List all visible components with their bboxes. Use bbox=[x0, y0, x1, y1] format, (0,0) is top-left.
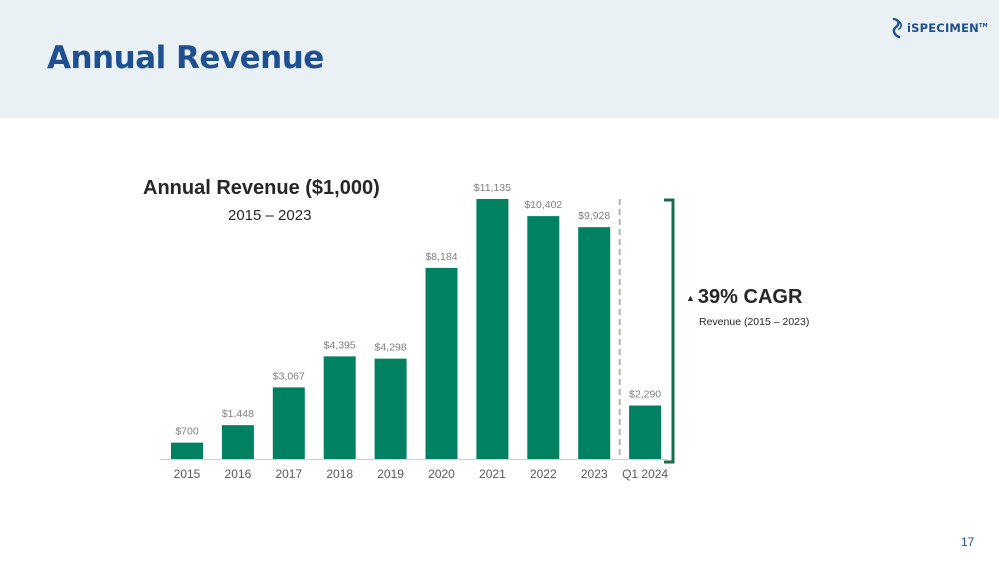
bar bbox=[171, 442, 203, 459]
data-label: $700 bbox=[175, 426, 199, 438]
bar bbox=[272, 387, 305, 459]
x-tick-label: 2022 bbox=[530, 467, 557, 481]
bar bbox=[221, 425, 254, 459]
chart-subtitle: 2015 – 2023 bbox=[228, 207, 312, 224]
x-tick-label: 2021 bbox=[479, 467, 506, 481]
data-label: $4,395 bbox=[324, 339, 356, 351]
x-tick-label: 2018 bbox=[326, 467, 353, 481]
x-tick-label: 2017 bbox=[275, 467, 302, 481]
data-label: $2,290 bbox=[629, 389, 661, 401]
x-tick-label: 2023 bbox=[581, 467, 608, 481]
data-label: $9,928 bbox=[578, 210, 610, 222]
x-tick-label: 2019 bbox=[377, 467, 404, 481]
x-tick-label: 2016 bbox=[225, 467, 252, 481]
triangle-up-icon: ▲ bbox=[686, 292, 695, 303]
cagr-callout: ▲ 39% CAGR bbox=[686, 286, 802, 309]
bar bbox=[374, 358, 407, 459]
bar bbox=[323, 356, 356, 459]
logo-text: iSPECIMENTM bbox=[907, 21, 988, 35]
x-tick-label: 2020 bbox=[428, 467, 455, 481]
data-label: $1,448 bbox=[222, 408, 254, 420]
data-label: $10,402 bbox=[524, 199, 562, 211]
bar bbox=[629, 405, 662, 459]
logo-wordmark: iSPECIMEN bbox=[907, 21, 979, 35]
bar bbox=[527, 216, 560, 459]
cagr-note: Revenue (2015 – 2023) bbox=[699, 316, 810, 328]
cagr-bracket bbox=[664, 198, 675, 464]
bar bbox=[476, 199, 509, 459]
header-band bbox=[0, 0, 999, 118]
page-title: Annual Revenue bbox=[47, 40, 324, 76]
chart-title: Annual Revenue ($1,000) bbox=[143, 177, 380, 199]
page-number: 17 bbox=[961, 535, 975, 549]
logo-trademark: TM bbox=[978, 23, 988, 30]
data-label: $4,298 bbox=[375, 342, 407, 354]
x-tick-label: 2015 bbox=[174, 467, 201, 481]
data-label: $11,135 bbox=[474, 182, 511, 194]
company-logo: iSPECIMENTM bbox=[890, 16, 988, 40]
bar bbox=[425, 267, 458, 459]
logo-mark-icon bbox=[892, 17, 902, 39]
x-tick-label: Q1 2024 bbox=[622, 467, 668, 481]
data-label: $8,184 bbox=[425, 251, 457, 263]
bar bbox=[578, 227, 611, 459]
cagr-value: 39% CAGR bbox=[697, 286, 803, 308]
data-label: $3,067 bbox=[273, 370, 305, 382]
